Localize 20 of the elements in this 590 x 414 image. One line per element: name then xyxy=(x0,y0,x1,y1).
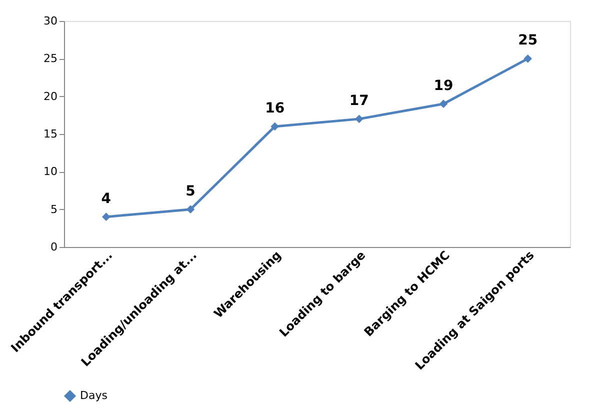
y-tick-label: 10 xyxy=(44,165,58,178)
y-tick-label: 0 xyxy=(50,240,58,254)
point xyxy=(102,212,110,222)
y-tick-label: 30 xyxy=(44,14,58,28)
point xyxy=(439,100,448,108)
point xyxy=(354,114,364,124)
point xyxy=(186,205,195,214)
point xyxy=(524,54,532,63)
y-tick-label: 5 xyxy=(50,202,58,216)
legend-label: Days xyxy=(80,389,108,402)
data-label: 4 xyxy=(101,190,112,207)
data-label: 5 xyxy=(186,183,196,200)
y-tick-label: 25 xyxy=(44,52,58,66)
y-tick-label: 15 xyxy=(44,128,58,140)
y-tick-label: 20 xyxy=(44,90,58,103)
data-label: 19 xyxy=(434,78,454,94)
data-label: 17 xyxy=(349,92,369,109)
data-label: 16 xyxy=(265,100,285,116)
data-label: 25 xyxy=(518,32,538,49)
point xyxy=(270,122,280,131)
